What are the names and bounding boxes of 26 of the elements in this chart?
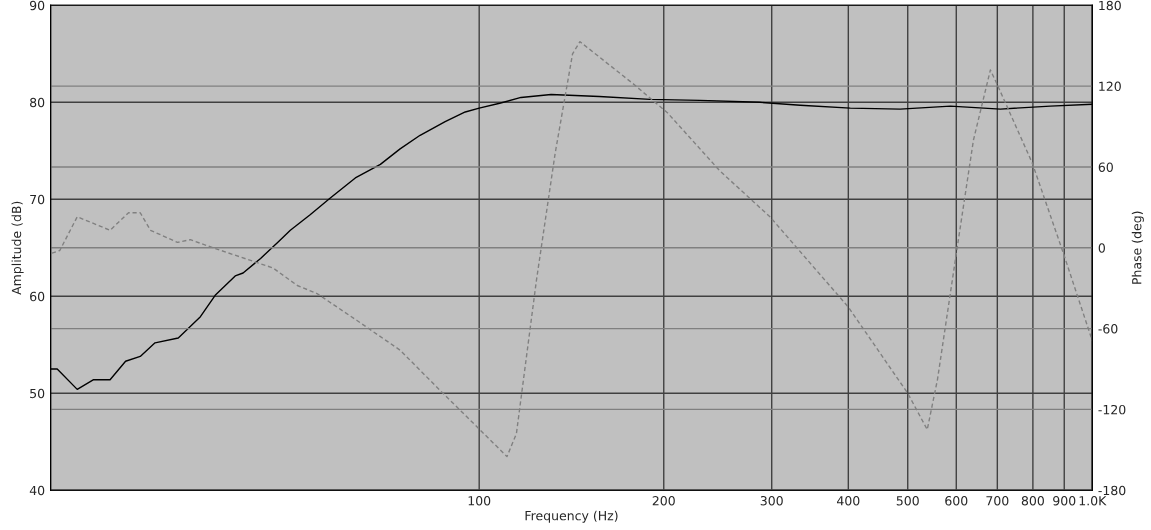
y-tick-label: 50 (30, 388, 45, 399)
x-tick-label: 300 (760, 496, 783, 506)
y-tick-label: 90 (29, 0, 45, 11)
y-axis-title: Amplitude (dB) (11, 201, 24, 295)
y-tick-label: 60 (30, 291, 45, 302)
y-tick-label: 70 (30, 194, 45, 205)
x-tick-label: 100 (468, 496, 491, 506)
x-tick-label: 900 (1053, 496, 1076, 506)
y2-tick-label: 60 (1098, 162, 1113, 172)
y2-tick-label: 120 (1099, 81, 1121, 92)
y2-axis-title: Phase (deg) (1131, 211, 1144, 284)
x-tick-label: 700 (986, 496, 1009, 506)
y2-tick-label: -120 (1098, 404, 1126, 415)
x-tick-label: 200 (652, 496, 675, 506)
y-tick-label: 80 (30, 97, 45, 108)
x-tick-label: 1.0K (1079, 496, 1107, 506)
y2-tick-label: -60 (1098, 324, 1118, 334)
x-tick-label: 400 (837, 496, 860, 506)
y-tick-label: 40 (29, 485, 45, 496)
x-tick-label: 600 (945, 496, 968, 506)
x-axis-title: Frequency (Hz) (525, 510, 618, 523)
y2-tick-label: 180 (1099, 0, 1121, 11)
y2-tick-label: -180 (1098, 485, 1126, 496)
x-tick-label: 500 (896, 496, 919, 506)
y2-tick-label: 0 (1098, 243, 1105, 253)
x-tick-label: 800 (1021, 496, 1044, 506)
